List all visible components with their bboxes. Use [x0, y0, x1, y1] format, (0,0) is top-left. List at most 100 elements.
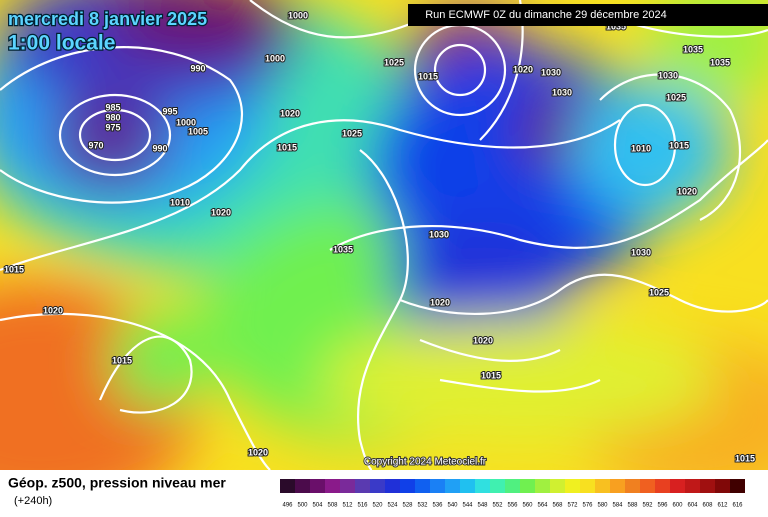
- isobar-label: 1015: [112, 355, 132, 365]
- legend-label: 512: [342, 503, 353, 509]
- legend-swatch: [475, 479, 490, 493]
- run-box: [408, 4, 768, 26]
- isobar-label: 1015: [481, 370, 501, 380]
- isobars: [0, 0, 768, 470]
- isobar-label: 1020: [43, 305, 63, 315]
- isobar-label: 1010: [170, 197, 190, 207]
- legend-label: 616: [732, 503, 743, 509]
- legend-swatch: [595, 479, 610, 493]
- isobar-label: 1015: [4, 264, 24, 274]
- legend-swatch: [580, 479, 595, 493]
- legend-swatch: [415, 479, 430, 493]
- legend-swatch: [355, 479, 370, 493]
- isobar-label: 1030: [631, 247, 651, 257]
- isobar-label: 990: [152, 143, 167, 153]
- legend-label: 600: [672, 503, 683, 509]
- legend-label: 536: [432, 503, 443, 509]
- footer-title: Géop. z500, pression niveau mer: [8, 475, 226, 491]
- isobar-label: 1020: [473, 335, 493, 345]
- legend-label: 612: [717, 503, 728, 509]
- legend-swatch: [385, 479, 400, 493]
- isobar-label: 1030: [429, 229, 449, 239]
- isobar-label: 975: [105, 122, 120, 132]
- legend-label: 560: [522, 503, 533, 509]
- legend-swatch: [445, 479, 460, 493]
- legend-label: 516: [357, 503, 368, 509]
- isobar-label: 1015: [418, 71, 438, 81]
- legend-swatch: [460, 479, 475, 493]
- legend-label: 548: [477, 503, 488, 509]
- legend-label: 508: [327, 503, 338, 509]
- isobar-label: 1010: [631, 143, 651, 153]
- isobar-label: 1020: [430, 297, 450, 307]
- legend-swatch: [535, 479, 550, 493]
- isobar-label: 1030: [541, 67, 561, 77]
- isobar-label: 990: [190, 63, 205, 73]
- legend-label: 580: [597, 503, 608, 509]
- legend-label: 556: [507, 503, 518, 509]
- legend-label: 576: [582, 503, 593, 509]
- isobar-label: 980: [105, 112, 120, 122]
- legend-label: 532: [417, 503, 428, 509]
- legend-swatch: [505, 479, 520, 493]
- isobar-label: 1020: [280, 108, 300, 118]
- footer-lead: (+240h): [14, 495, 52, 507]
- legend-label: 608: [702, 503, 713, 509]
- isobar-label: 1030: [552, 87, 572, 97]
- legend-swatch: [715, 479, 730, 493]
- legend-swatch: [730, 479, 745, 493]
- isobar-label: 1035: [683, 44, 703, 54]
- legend-swatch: [670, 479, 685, 493]
- legend-label: 524: [387, 503, 398, 509]
- isobar-label: 1015: [277, 142, 297, 152]
- time: 1:00 locale: [8, 32, 115, 55]
- legend-label: 520: [372, 503, 383, 509]
- legend-swatch: [550, 479, 565, 493]
- run-info: Run ECMWF 0Z du dimanche 29 décembre 202…: [425, 9, 667, 21]
- legend-label: 500: [297, 503, 308, 509]
- isobar-label: 1020: [677, 186, 697, 196]
- legend-label: 568: [552, 503, 563, 509]
- isobar-label: 1020: [211, 207, 231, 217]
- isobar-label: 1035: [333, 244, 353, 254]
- legend-swatch: [700, 479, 715, 493]
- isobar-label: 1025: [384, 57, 404, 67]
- legend-swatch: [625, 479, 640, 493]
- legend-label: 540: [447, 503, 458, 509]
- legend-label: 544: [462, 503, 473, 509]
- legend-swatch: [280, 479, 295, 493]
- isobar-label: 1025: [342, 128, 362, 138]
- legend-swatch: [520, 479, 535, 493]
- legend-swatch: [370, 479, 385, 493]
- isobar-label: 1020: [513, 64, 533, 74]
- isobar-label: 1020: [248, 447, 268, 457]
- isobar-label: 985: [105, 102, 120, 112]
- isobar-label: 1035: [710, 57, 730, 67]
- legend-swatch: [325, 479, 340, 493]
- legend-label: 588: [627, 503, 638, 509]
- legend-label: 564: [537, 503, 548, 509]
- legend-label: 496: [282, 503, 293, 509]
- legend-swatch: [490, 479, 505, 493]
- legend-label: 604: [687, 503, 698, 509]
- legend-label: 552: [492, 503, 503, 509]
- isobar-label: 1025: [666, 92, 686, 102]
- legend-swatch: [400, 479, 415, 493]
- legend-label: 572: [567, 503, 578, 509]
- isobar-label: 1000: [288, 10, 308, 20]
- legend-label: 584: [612, 503, 623, 509]
- colorbar: 496 500 504 508 512 516 520 524 528 532 536 540 544 5…: [280, 479, 745, 509]
- legend-label: 592: [642, 503, 653, 509]
- isobar-label: 970: [88, 140, 103, 150]
- legend-label: 528: [402, 503, 413, 509]
- copyright: Copyright 2024 Meteociel.fr: [364, 457, 487, 468]
- isobar-label: 1030: [658, 70, 678, 80]
- legend-swatch: [685, 479, 700, 493]
- legend-swatch: [430, 479, 445, 493]
- legend-swatch: [610, 479, 625, 493]
- isobar-label: 1000: [265, 53, 285, 63]
- legend-swatch: [640, 479, 655, 493]
- isobar-label: 1015: [735, 453, 755, 463]
